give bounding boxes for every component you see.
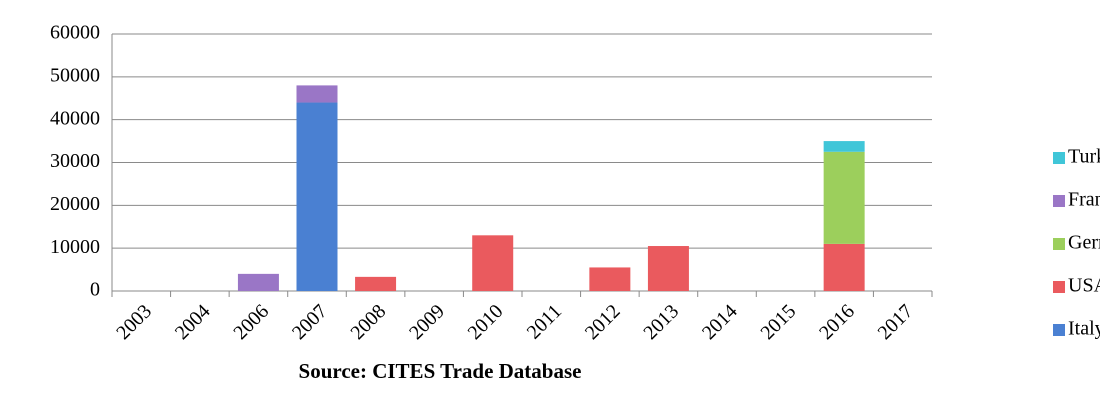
x-tick-label: 2012 [581,300,625,344]
bar-segment [823,141,865,152]
legend-label: Italy [1068,318,1100,340]
x-tick-label: 2006 [229,300,273,344]
legend-label: Turkey [1068,146,1100,168]
x-tick-label: 2004 [171,300,215,344]
bar-segment [355,276,397,291]
legend-swatch [1053,152,1065,164]
legend-swatch [1053,281,1065,293]
x-tick-label: 2010 [464,300,508,344]
y-tick-label: 60000 [50,22,100,44]
x-tick-label: 2008 [347,300,391,344]
y-tick-label: 40000 [50,107,100,129]
legend-label: Germany [1068,232,1100,254]
x-tick-label: 2013 [639,300,683,344]
y-tick-label: 50000 [50,64,100,86]
bar-segment [296,102,338,292]
bar-segment [823,243,865,291]
bar-segment [472,235,514,291]
y-tick-label: 0 [90,279,100,301]
bar-segment [589,267,631,291]
y-tick-label: 20000 [50,193,100,215]
x-tick-label: 2007 [288,300,332,344]
bar-segment [647,246,689,291]
x-tick-label: 2015 [757,300,801,344]
x-tick-label: 2003 [112,300,156,344]
y-tick-label: 30000 [50,150,100,172]
legend-label: France [1068,189,1100,211]
x-tick-label: 2017 [874,300,918,344]
legend-swatch [1053,238,1065,250]
bar-segment [823,151,865,244]
bar-segment [237,273,279,291]
x-tick-label: 2014 [698,300,742,344]
legend-label: USA [1068,275,1100,297]
x-tick-label: 2011 [523,300,566,343]
legend-swatch [1053,324,1065,336]
bar-segment [296,85,338,103]
source: Source: CITES Trade Database [299,359,582,383]
y-tick-label: 10000 [50,236,100,258]
x-tick-label: 2009 [405,300,449,344]
x-tick-label: 2016 [815,300,859,344]
legend-swatch [1053,195,1065,207]
